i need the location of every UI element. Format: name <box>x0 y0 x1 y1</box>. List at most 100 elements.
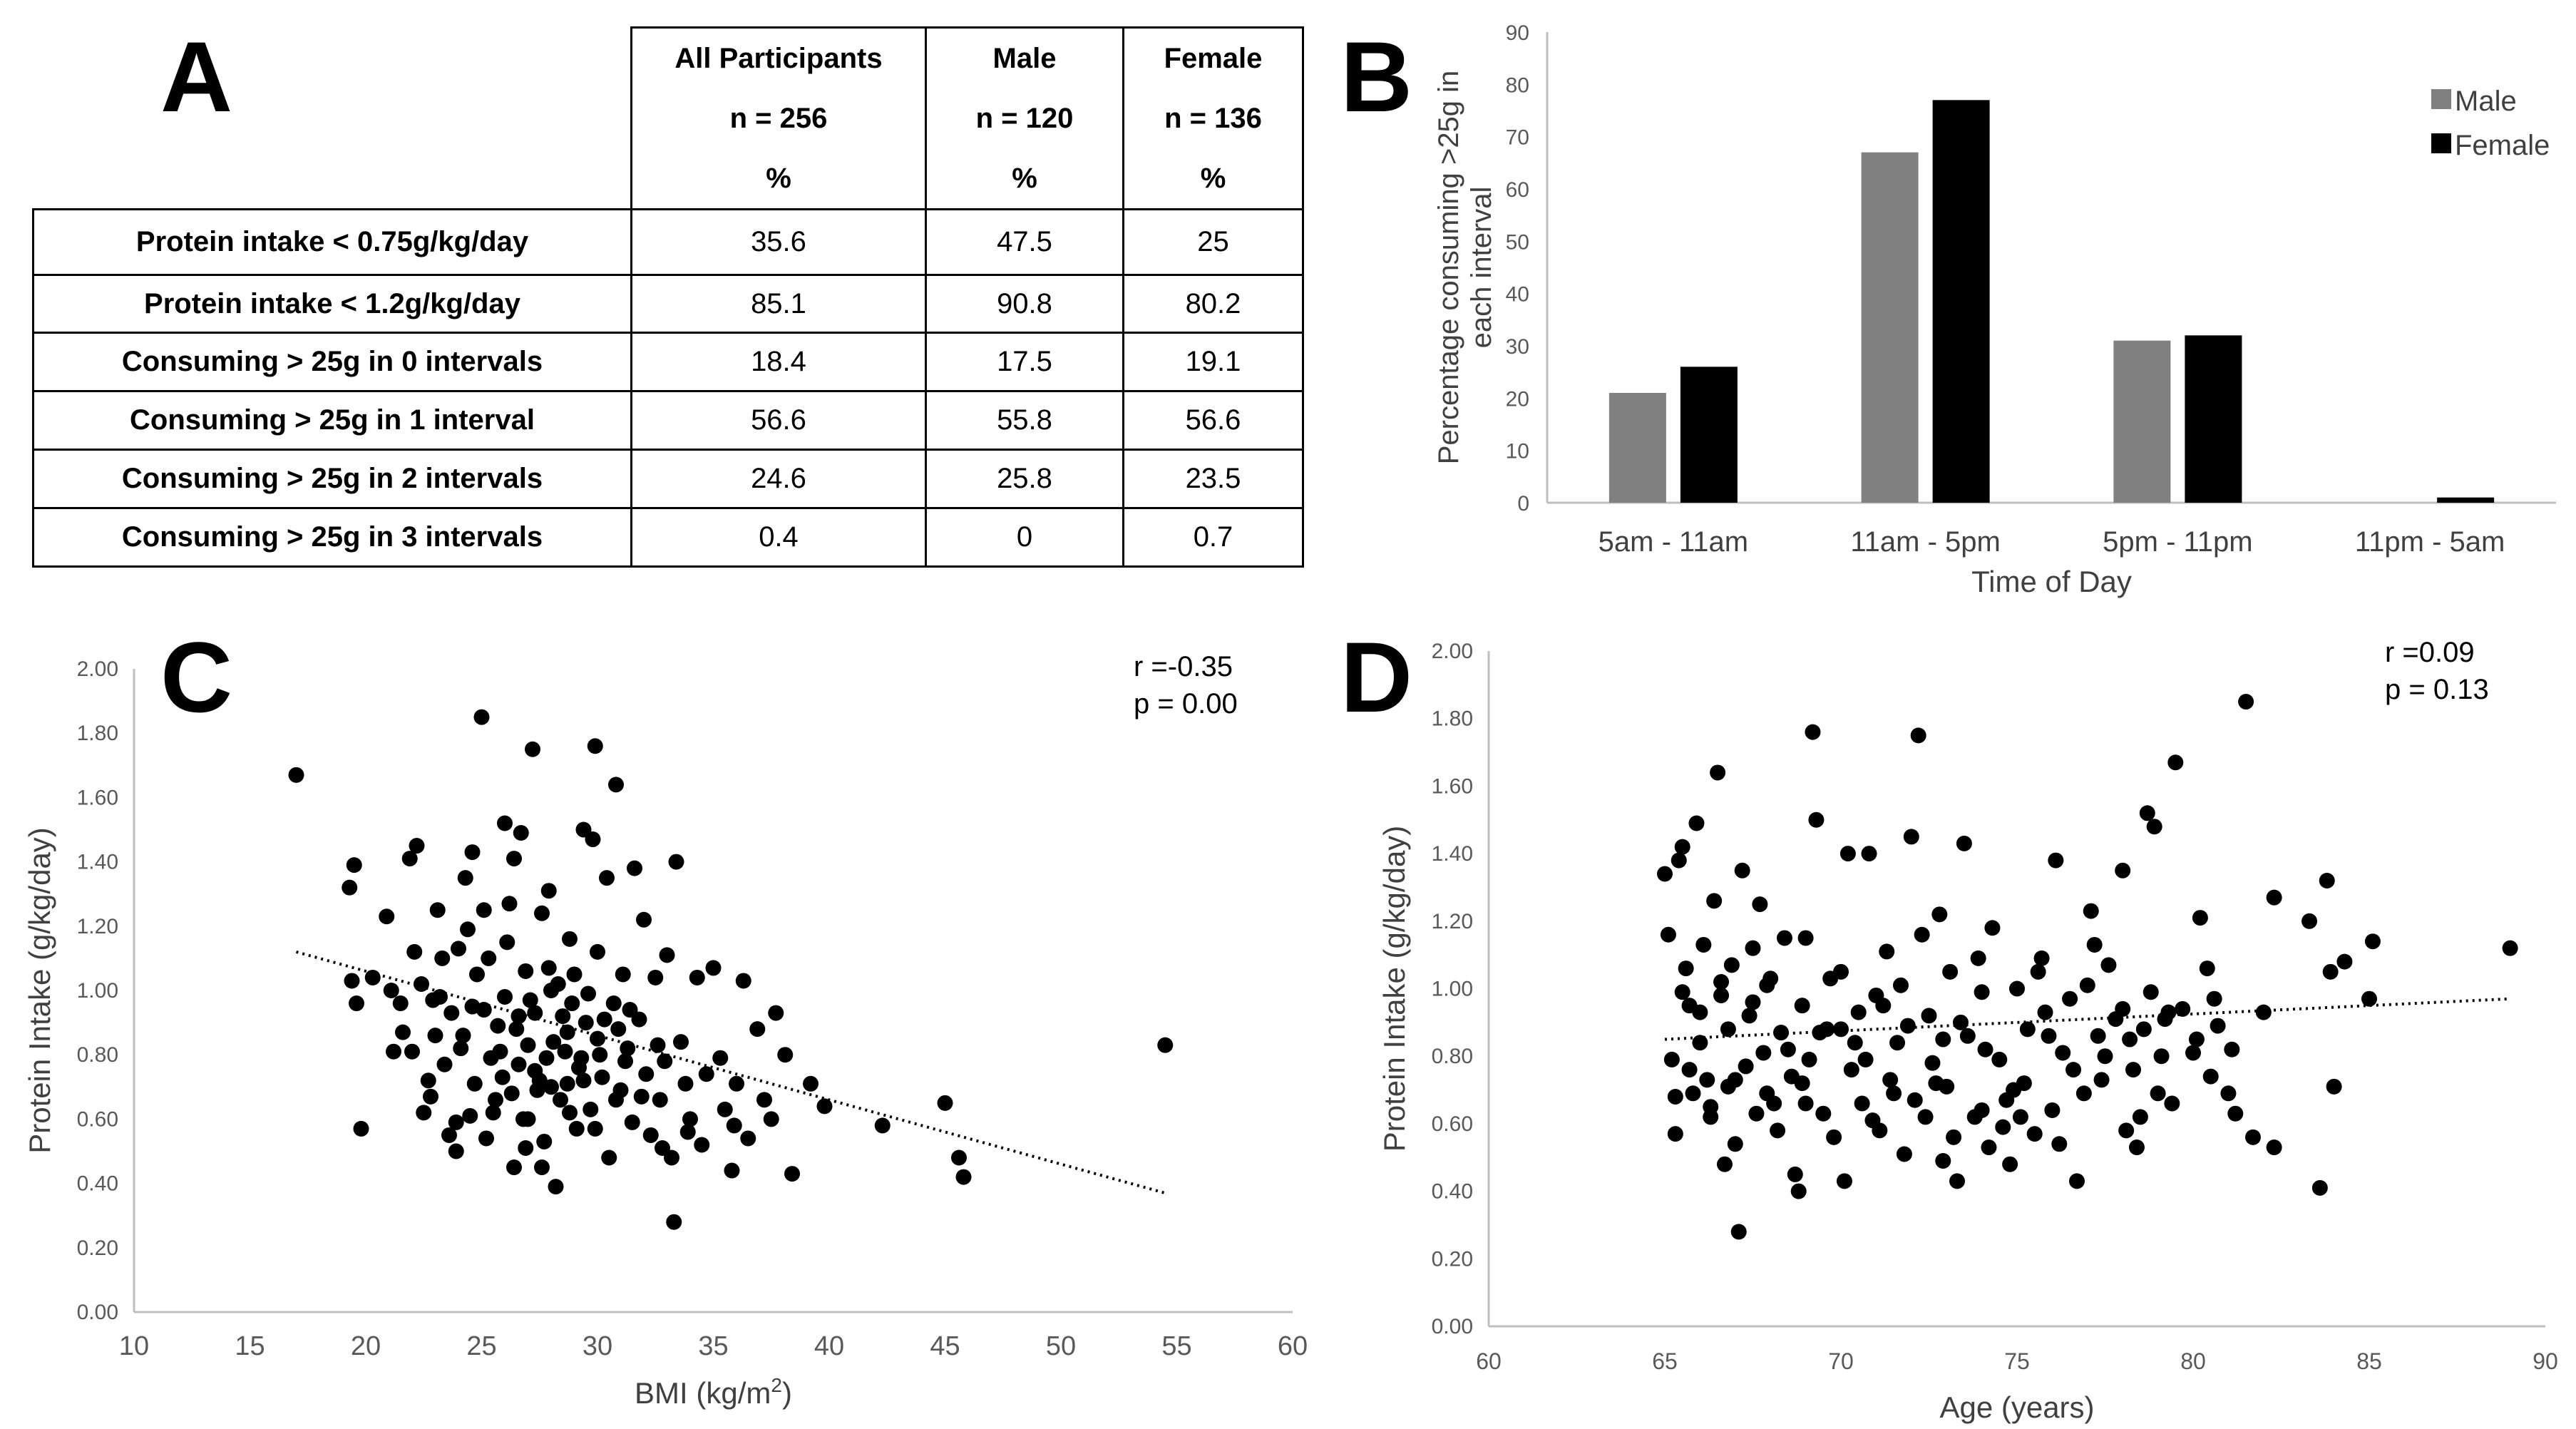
y-tick-label: 20 <box>1506 387 1529 411</box>
stat-r: r =-0.35 <box>1134 651 1233 682</box>
y-axis-title-line: each interval <box>1466 187 1497 349</box>
data-point <box>955 1169 972 1185</box>
table-cell: 47.5 <box>925 208 1124 276</box>
data-point <box>494 1069 510 1085</box>
data-point <box>1892 977 1909 993</box>
data-point <box>1720 1021 1736 1038</box>
data-point <box>608 777 624 793</box>
data-point <box>1875 998 1892 1014</box>
data-point <box>525 741 540 757</box>
data-point <box>1879 943 1895 960</box>
data-point <box>1805 724 1821 740</box>
data-point <box>2051 1136 2068 1152</box>
data-point <box>2220 1085 2237 1102</box>
data-point <box>652 1092 668 1108</box>
trend-line <box>1664 997 2510 1041</box>
table-cell: 18.4 <box>630 332 927 392</box>
data-point <box>534 1159 550 1176</box>
data-point <box>2086 936 2103 953</box>
y-axis-title: Percentage consuming >25g ineach interva… <box>1433 71 1497 465</box>
data-point <box>1713 987 1730 1003</box>
data-point <box>457 870 473 886</box>
data-point <box>392 995 409 1012</box>
data-point <box>1741 1008 1757 1024</box>
bar-female <box>1680 367 1738 503</box>
data-point <box>2030 963 2046 980</box>
x-axis-title: Age (years) <box>1939 1390 2094 1424</box>
data-point <box>633 1088 650 1105</box>
y-tick-label: 10 <box>1506 440 1529 463</box>
bar-male <box>1608 393 1666 503</box>
data-point <box>655 1139 670 1156</box>
data-point <box>2122 1031 2138 1048</box>
data-point <box>1663 1051 1680 1067</box>
data-point <box>2326 1078 2342 1095</box>
col-header-unit: % <box>766 163 791 194</box>
data-point <box>608 1092 624 1108</box>
data-point <box>490 1018 506 1034</box>
y-tick-label: 0.80 <box>77 1043 118 1067</box>
data-point <box>2002 1156 2018 1172</box>
data-point <box>548 1179 564 1195</box>
data-point <box>1984 920 2001 936</box>
data-point <box>1703 1109 1719 1125</box>
x-tick-label: 11am - 5pm <box>1850 526 2000 558</box>
data-point <box>2118 1122 2135 1139</box>
data-point <box>612 1082 629 1098</box>
data-point <box>1766 1095 1782 1112</box>
table-cell: 19.1 <box>1122 332 1304 392</box>
data-point <box>631 1011 647 1028</box>
data-point <box>1734 862 1750 879</box>
data-point <box>1819 1021 1835 1038</box>
table-cell: 35.6 <box>630 208 927 276</box>
data-point <box>1667 1089 1683 1105</box>
data-point <box>1889 1035 1906 1051</box>
table-cell: 85.1 <box>630 274 927 334</box>
data-point <box>874 1117 891 1134</box>
data-point <box>2157 1011 2173 1028</box>
data-point <box>483 1050 499 1066</box>
data-point <box>647 969 664 985</box>
data-point <box>1899 1018 1916 1034</box>
data-point <box>508 1021 525 1038</box>
data-point <box>2143 984 2159 1000</box>
data-point <box>401 851 418 867</box>
data-point <box>636 911 652 928</box>
table-cell: 56.6 <box>630 390 927 451</box>
bar-male <box>1861 152 1919 503</box>
data-point <box>1730 1224 1747 1240</box>
data-point <box>497 815 513 831</box>
data-point <box>2083 903 2099 919</box>
data-point <box>1939 1078 1955 1095</box>
data-point <box>2135 1021 2152 1038</box>
data-point <box>1991 1051 2008 1067</box>
data-point <box>642 1127 659 1143</box>
y-axis-title-line: Percentage consuming >25g in <box>1433 71 1464 465</box>
data-point <box>506 1159 522 1176</box>
legend-swatch-male <box>2431 89 2451 109</box>
y-tick-label: 1.20 <box>77 915 118 938</box>
data-point <box>476 902 492 918</box>
table-cell: 0.7 <box>1122 507 1304 568</box>
data-point <box>620 1040 636 1057</box>
data-point <box>673 1034 689 1050</box>
data-point <box>2146 819 2162 835</box>
data-point <box>455 1028 471 1044</box>
table-row: Consuming > 25g in 2 intervals 24.6 25.8… <box>32 449 1304 509</box>
data-point <box>664 1149 679 1166</box>
data-point <box>784 1166 800 1182</box>
data-point <box>2097 1048 2113 1065</box>
row-label: Protein intake < 0.75g/kg/day <box>32 208 632 276</box>
data-point <box>726 1117 742 1134</box>
data-point <box>344 973 360 989</box>
data-point <box>2210 1018 2226 1034</box>
data-point <box>462 1107 478 1124</box>
data-point <box>724 1162 740 1179</box>
data-point <box>1861 846 1877 862</box>
x-tick-label: 25 <box>466 1331 496 1361</box>
data-point <box>1674 984 1690 1000</box>
data-point <box>2041 1028 2057 1044</box>
data-point <box>453 1040 469 1057</box>
data-point <box>1935 1031 1951 1048</box>
data-point <box>2502 940 2518 956</box>
